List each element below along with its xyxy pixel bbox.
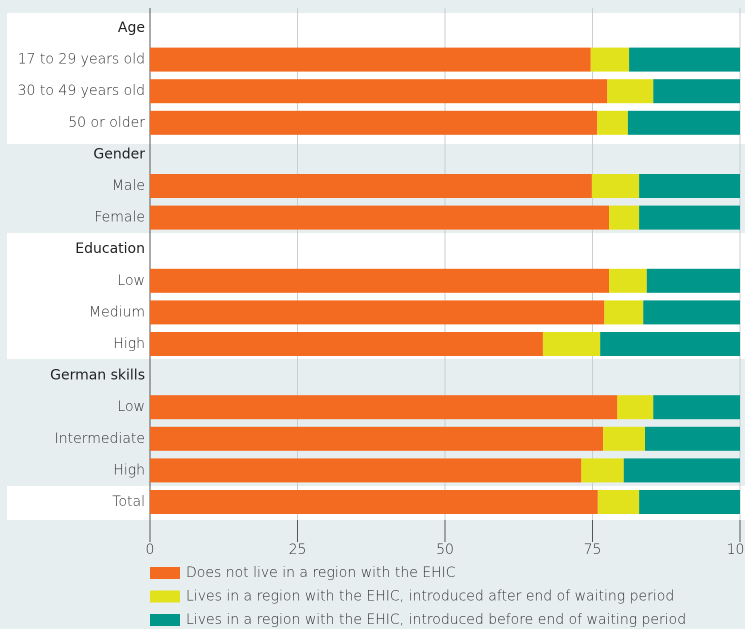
y-tick-label: High: [113, 336, 145, 352]
y-tick-label: Low: [117, 399, 145, 415]
y-tick-label: Total: [112, 494, 145, 510]
bar-segment: [150, 395, 618, 420]
legend-swatch: [150, 590, 180, 603]
bar-segment: [542, 332, 601, 356]
legend-label: Does not live in a region with the EHIC: [186, 565, 456, 581]
group-label: German skills: [50, 368, 145, 384]
bar-segment: [653, 79, 740, 104]
y-tick-label: 50 or older: [68, 115, 145, 131]
bar-segment: [609, 205, 640, 230]
y-tick-label: Female: [94, 210, 145, 226]
legend-label: Lives in a region with the EHIC, introdu…: [186, 612, 686, 628]
y-tick-label: High: [113, 462, 145, 478]
bar-segment: [150, 458, 582, 483]
y-tick-label: 30 to 49 years old: [18, 83, 145, 99]
group-label: Education: [75, 241, 145, 257]
y-tick-label: 17 to 29 years old: [18, 52, 145, 68]
x-tick-label: 50: [436, 542, 454, 558]
bar-segment: [150, 110, 598, 135]
bar-segment: [653, 395, 740, 420]
bar-segment: [604, 300, 644, 325]
bar-segment: [600, 332, 740, 356]
x-tick-label: 25: [289, 542, 307, 558]
y-tick-label: Intermediate: [55, 431, 145, 447]
bar-segment: [150, 174, 592, 198]
bar-segment: [609, 268, 647, 293]
bar-segment: [150, 268, 610, 293]
bar-segment: [581, 458, 624, 483]
y-tick-label: Medium: [89, 304, 145, 320]
bar-segment: [645, 426, 740, 451]
bar-segment: [617, 395, 654, 420]
bar-segment: [591, 174, 640, 198]
legend-swatch: [150, 567, 180, 579]
legend-swatch: [150, 614, 180, 626]
group-label: Gender: [93, 146, 145, 162]
bar-segment: [150, 47, 591, 72]
x-tick-label: 75: [584, 542, 602, 558]
y-tick-label: Male: [112, 178, 145, 194]
bar-segment: [590, 47, 630, 72]
bar-segment: [603, 426, 646, 451]
x-tick-label: 0: [146, 542, 155, 558]
legend-label: Lives in a region with the EHIC, introdu…: [186, 589, 674, 605]
bar-segment: [150, 490, 598, 514]
bar-segment: [150, 79, 608, 104]
bar-segment: [643, 300, 740, 325]
bar-segment: [150, 426, 604, 451]
bar-segment: [646, 268, 740, 293]
bar-segment: [629, 47, 740, 72]
group-label: Age: [118, 20, 145, 36]
bar-segment: [607, 79, 654, 104]
bar-segment: [639, 490, 740, 514]
x-tick-label: 100: [727, 542, 745, 558]
bar-segment: [623, 458, 740, 483]
bar-segment: [597, 110, 628, 135]
bar-segment: [150, 300, 605, 325]
bar-segment: [150, 332, 543, 356]
bar-segment: [150, 205, 610, 230]
bar-segment: [639, 205, 740, 230]
y-tick-label: Low: [117, 273, 145, 289]
bar-segment: [627, 110, 740, 135]
bar-segment: [597, 490, 640, 514]
bar-segment: [639, 174, 740, 198]
